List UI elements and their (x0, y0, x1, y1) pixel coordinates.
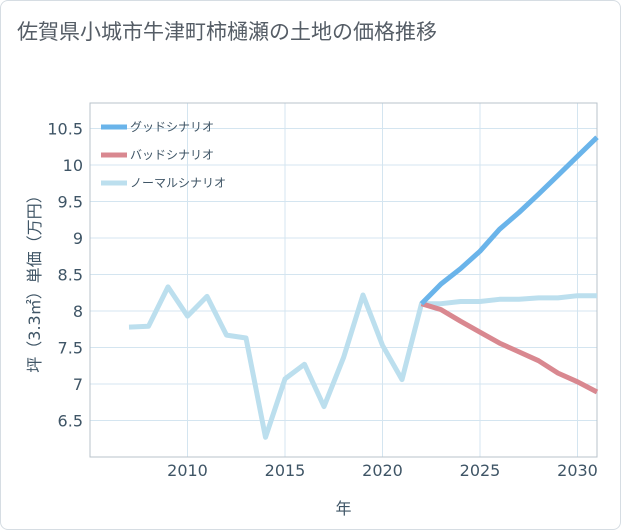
x-tick-label: 2010 (167, 461, 208, 480)
y-axis-title: 坪（3.3㎡）単価（万円） (25, 187, 44, 372)
y-tick-label: 7 (73, 375, 83, 394)
y-tick-label: 9.5 (58, 193, 83, 212)
chart-title: 佐賀県小城市牛津町柿樋瀬の土地の価格推移 (17, 20, 437, 44)
series-line-3 (128, 284, 597, 440)
legend-label: グッドシナリオ (130, 120, 214, 134)
legend-label: バッドシナリオ (130, 148, 214, 162)
legend-label: ノーマルシナリオ (130, 176, 226, 190)
y-tick-label: 7.5 (58, 339, 83, 358)
x-tick-label: 2030 (557, 461, 598, 480)
y-tick-label: 8.5 (58, 266, 83, 285)
x-tick-label: 2025 (460, 461, 501, 480)
x-axis-title: 年 (335, 499, 351, 518)
series-line-1 (419, 135, 599, 306)
y-tick-label: 10 (63, 156, 83, 175)
y-tick-label: 8 (73, 302, 83, 321)
x-tick-label: 2015 (265, 461, 306, 480)
plot-area (90, 103, 597, 457)
plot-frame (89, 102, 598, 458)
y-tick-label: 6.5 (58, 412, 83, 431)
y-tick-label: 10.5 (47, 120, 83, 139)
y-tick-label: 9 (73, 229, 83, 248)
x-tick-label: 2020 (362, 461, 403, 480)
series-line-2 (420, 301, 599, 395)
